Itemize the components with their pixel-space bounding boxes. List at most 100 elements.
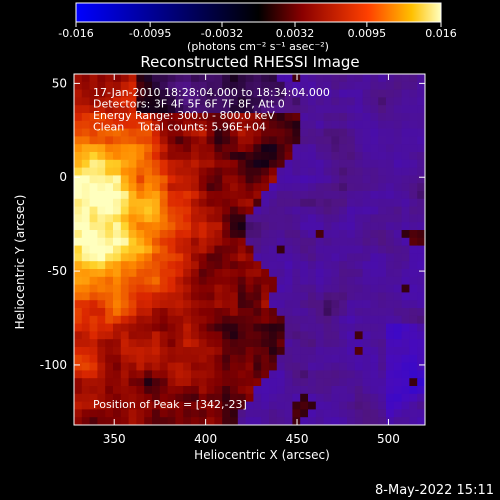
heatmap-cell (284, 401, 293, 410)
heatmap-cell (362, 206, 371, 215)
heatmap-cell (89, 354, 98, 364)
heatmap-cell (417, 339, 425, 348)
heatmap-cell (120, 214, 130, 223)
heatmap-cell (331, 237, 340, 247)
heatmap-cell (386, 237, 395, 247)
heatmap-cell (128, 370, 137, 379)
heatmap-cell (370, 354, 379, 364)
heatmap-cell (206, 315, 215, 325)
heatmap-cell (159, 362, 169, 371)
heatmap-cell (284, 152, 293, 161)
heatmap-cell (175, 261, 184, 270)
heatmap-cell (339, 206, 348, 215)
heatmap-cell (206, 206, 215, 215)
heatmap-cell (393, 300, 403, 309)
heatmap-cell (370, 339, 379, 348)
heatmap-cell (214, 401, 223, 410)
heatmap-cell (167, 276, 176, 286)
heatmap-cell (89, 409, 98, 418)
heatmap-cell (222, 81, 231, 91)
heatmap-cell (74, 269, 83, 278)
heatmap-cell (331, 269, 340, 278)
heatmap-cell (183, 370, 192, 379)
heatmap-cell (300, 276, 309, 286)
heatmap-cell (261, 136, 270, 145)
heatmap-cell (409, 175, 418, 184)
heatmap-cell (81, 276, 91, 286)
heatmap-cell (331, 331, 340, 340)
heatmap-cell (198, 409, 208, 418)
heatmap-cell (183, 417, 192, 425)
heatmap-cell (292, 167, 301, 176)
heatmap-cell (393, 370, 403, 379)
heatmap-cell (339, 370, 348, 379)
heatmap-cell (167, 401, 176, 410)
heatmap-cell (183, 214, 192, 223)
heatmap-cell (331, 417, 340, 425)
heatmap-cell (97, 409, 106, 418)
heatmap-cell (393, 417, 403, 425)
heatmap-cell (222, 152, 231, 161)
heatmap-cell (152, 136, 161, 145)
heatmap-cell (315, 113, 325, 122)
heatmap-cell (331, 206, 340, 215)
heatmap-cell (370, 74, 379, 83)
heatmap-cell (89, 183, 98, 192)
heatmap-cell (214, 331, 223, 340)
heatmap-cell (191, 191, 200, 200)
heatmap-cell (175, 136, 184, 145)
heatmap-cell (89, 339, 98, 348)
heatmap-cell (269, 261, 278, 270)
heatmap-cell (206, 214, 215, 223)
heatmap-cell (269, 331, 278, 340)
heatmap-cell (214, 237, 223, 247)
heatmap-cell (339, 89, 348, 98)
heatmap-cell (230, 198, 239, 208)
heatmap-cell (315, 245, 325, 254)
heatmap-cell (152, 245, 161, 254)
heatmap-cell (253, 362, 262, 371)
heatmap-cell (144, 276, 153, 286)
heatmap-cell (120, 136, 130, 145)
heatmap-cell (198, 331, 208, 340)
heatmap-cell (386, 152, 395, 161)
heatmap-cell (159, 347, 169, 356)
heatmap-cell (284, 136, 293, 145)
heatmap-cell (237, 315, 247, 325)
heatmap-cell (331, 175, 340, 184)
heatmap-cell (152, 393, 161, 403)
heatmap-cell (230, 378, 239, 387)
heatmap-cell (113, 401, 122, 410)
heatmap-cell (152, 386, 161, 395)
heatmap-cell (378, 74, 387, 83)
heatmap-cell (401, 315, 410, 325)
heatmap-cell (89, 230, 98, 239)
heatmap-cell (198, 292, 208, 301)
heatmap-cell (214, 105, 223, 114)
heatmap-cell (222, 354, 231, 364)
heatmap-cell (198, 159, 208, 169)
heatmap-cell (120, 378, 130, 387)
heatmap-cell (323, 144, 332, 153)
heatmap-cell (206, 393, 215, 403)
x-tick-label: 350 (103, 432, 126, 446)
heatmap-cell (175, 175, 184, 184)
heatmap-cell (308, 292, 317, 301)
heatmap-cell (308, 183, 317, 192)
heatmap-cell (331, 136, 340, 145)
heatmap-cell (167, 347, 176, 356)
heatmap-cell (300, 105, 309, 114)
heatmap-cell (128, 292, 137, 301)
heatmap-cell (214, 284, 223, 293)
heatmap-cell (245, 261, 254, 270)
heatmap-cell (74, 393, 83, 403)
heatmap-cell (276, 206, 286, 215)
heatmap-cell (269, 214, 278, 223)
heatmap-cell (230, 237, 239, 247)
heatmap-cell (300, 74, 309, 83)
heatmap-cell (269, 120, 278, 130)
heatmap-cell (292, 339, 301, 348)
heatmap-cell (159, 214, 169, 223)
colorbar-tick-label: 0.0095 (348, 27, 387, 40)
heatmap-cell (386, 136, 395, 145)
